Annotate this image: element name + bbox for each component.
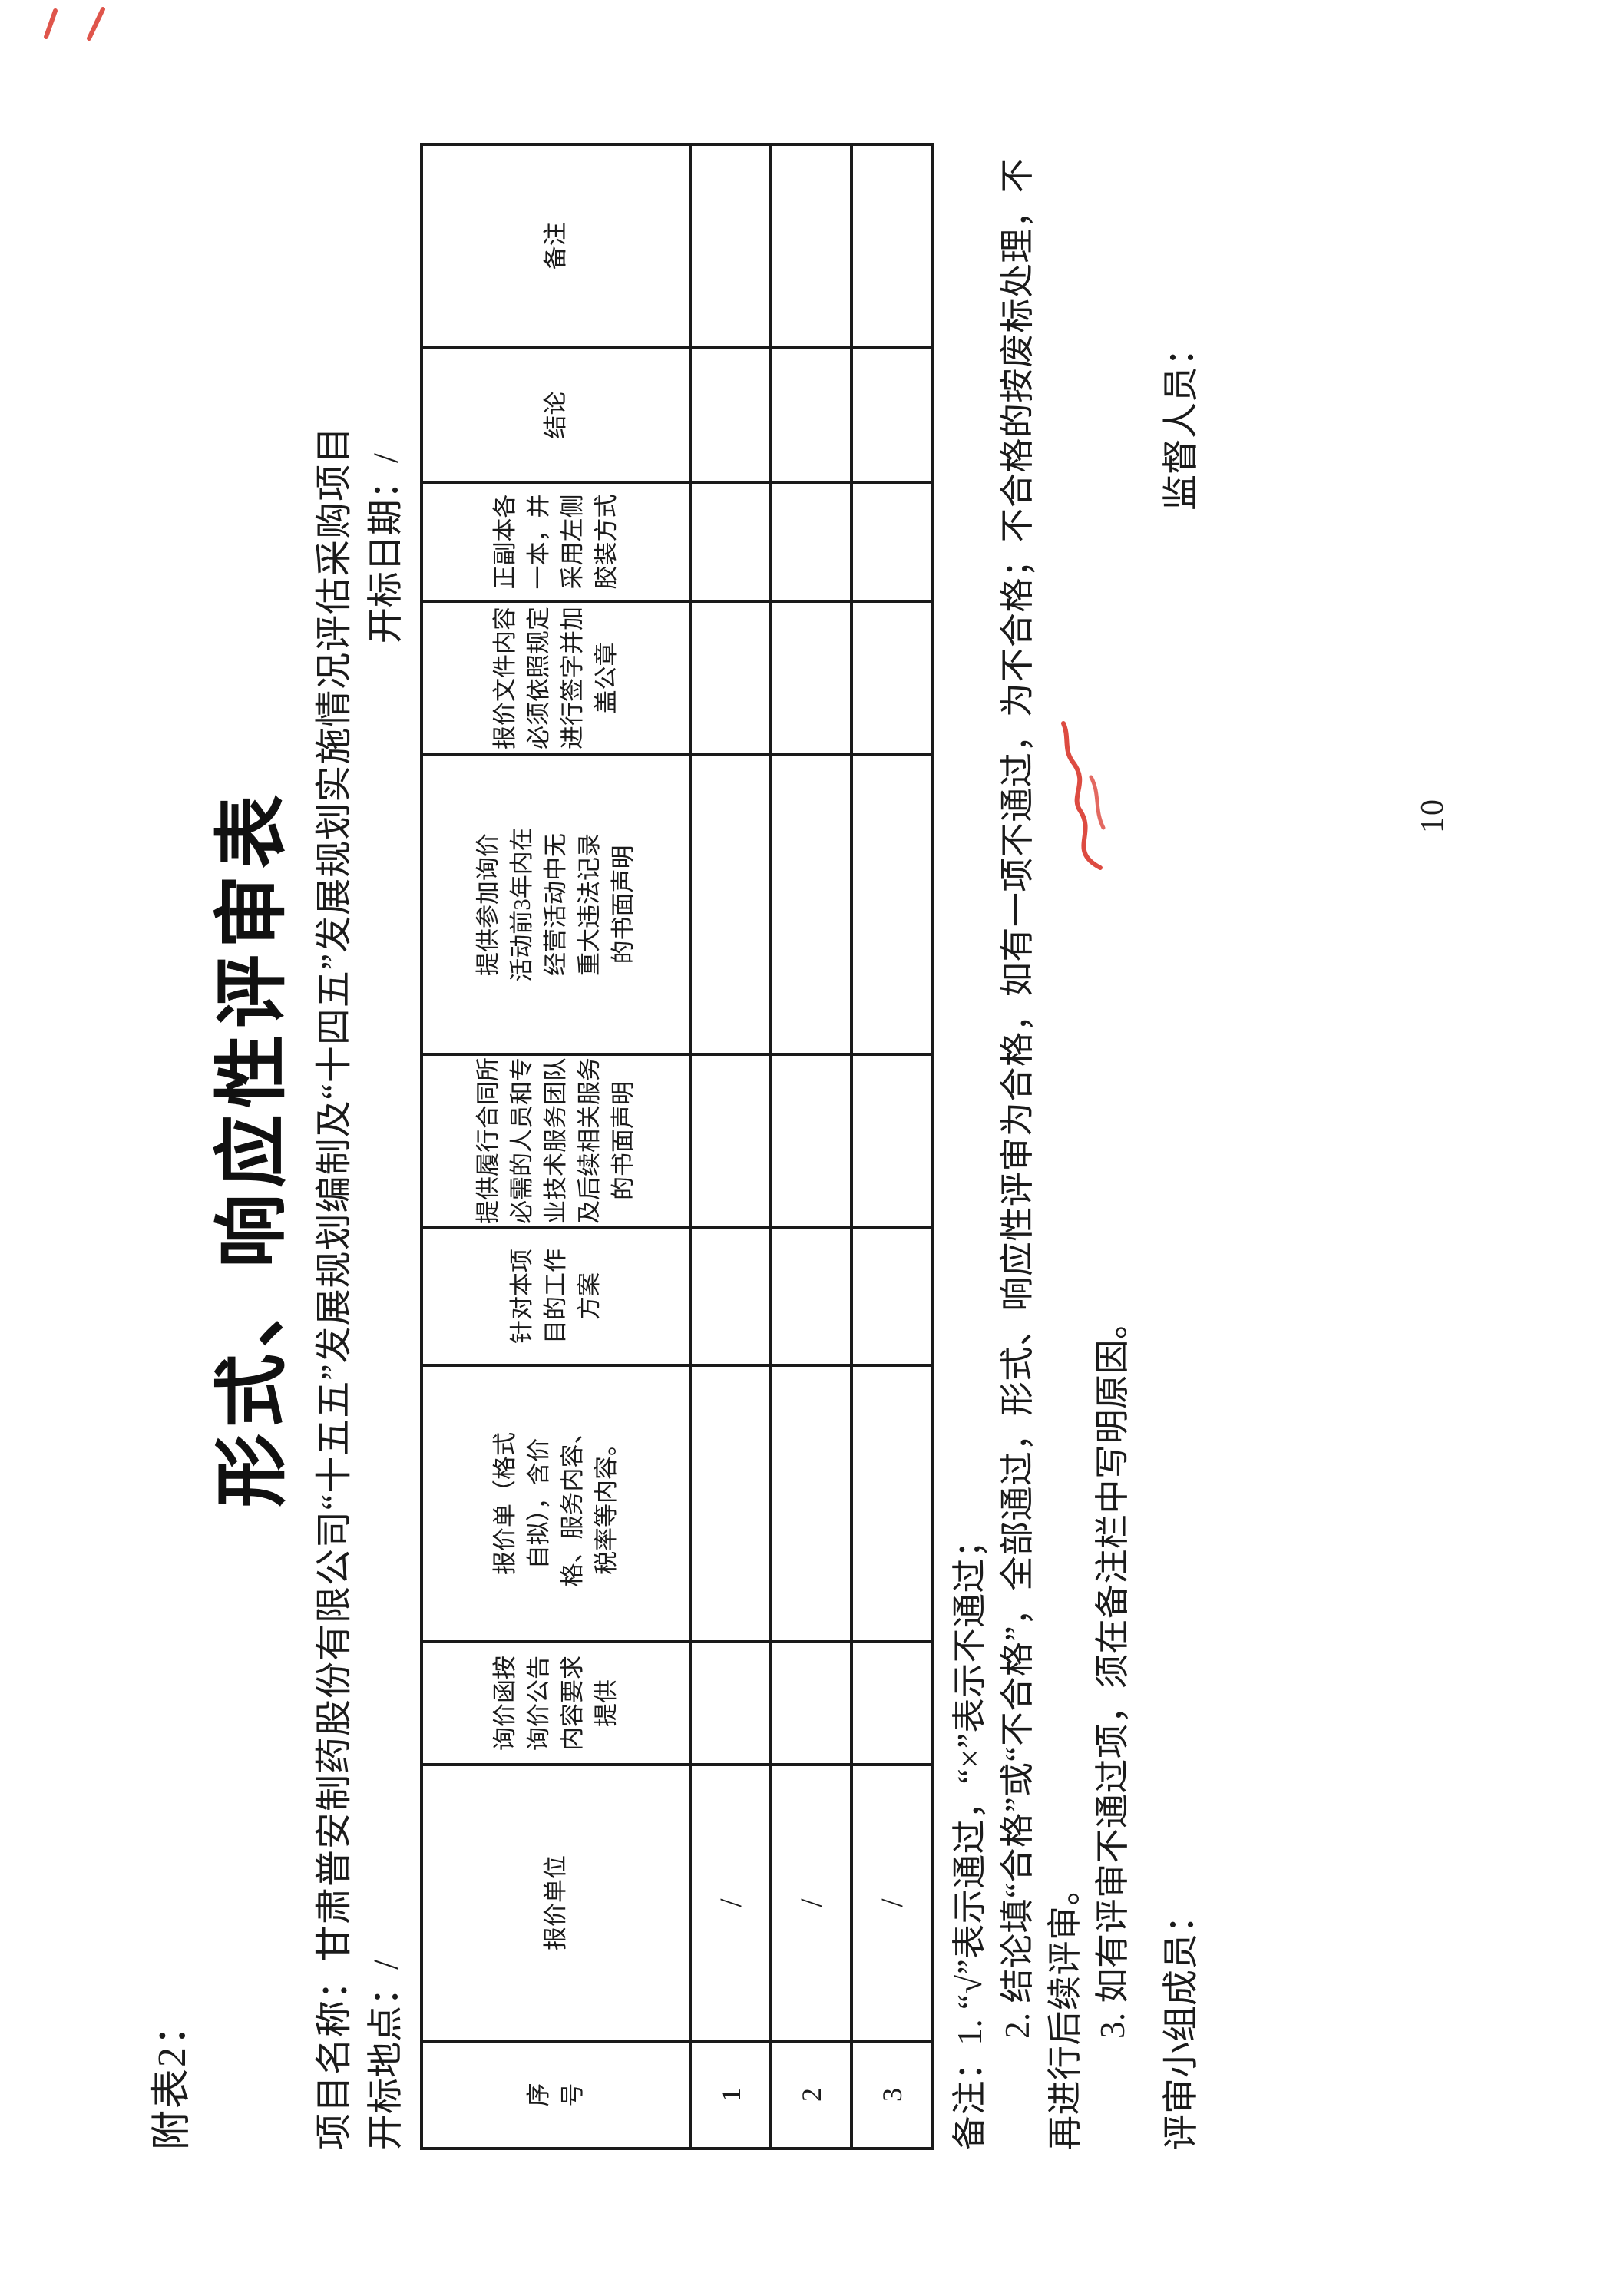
table-header-row: 序 号 报价单位 询价函按 询价公告 内容要求 提供 报价单（格式 自拟），含价… xyxy=(422,144,690,2149)
header-supplier: 报价单位 xyxy=(422,1765,690,2041)
project-name-value: 甘肃普安制药股份有限公司“十五五”发展规划编制及“十四五”发展规划实施情况评估采… xyxy=(314,425,355,1962)
row3-team-statement xyxy=(851,1054,932,1227)
row3-binding xyxy=(851,482,932,601)
row2-remarks xyxy=(771,144,851,348)
note-line-3: 3. 如有评审不通过项，须在备注栏中写明原因。 xyxy=(1093,1304,1132,2039)
row2-no-violation-statement xyxy=(771,755,851,1054)
row1-inquiry-letter xyxy=(690,1642,771,1765)
document-title: 形式、响应性评审表 xyxy=(211,789,293,1507)
bid-date-label: 开标日期： xyxy=(366,463,406,644)
red-edge-marks xyxy=(44,7,105,41)
row1-seq: 1 xyxy=(690,2041,771,2149)
row2-supplier: / xyxy=(771,1765,851,2041)
row2-seq: 2 xyxy=(771,2041,851,2149)
header-inquiry-letter: 询价函按 询价公告 内容要求 提供 xyxy=(422,1642,690,1765)
row1-team-statement xyxy=(690,1054,771,1227)
header-conclusion: 结论 xyxy=(422,348,690,482)
bid-date-value: / xyxy=(366,453,406,464)
page-number: 10 xyxy=(1415,798,1450,833)
table-row-3: 3 / xyxy=(851,144,932,2149)
header-work-plan: 针对本项 目的工作 方案 xyxy=(422,1227,690,1365)
signature-line: 评审小组成员： 监督人员： xyxy=(1159,146,1204,2150)
attachment-label: 附表2： xyxy=(150,2003,194,2150)
header-no-violation-statement: 提供参加询价 活动前3年内在 经营活动中无 重大违法记录 的书面声明 xyxy=(422,755,690,1054)
row1-conclusion xyxy=(690,348,771,482)
row2-quotation-sheet xyxy=(771,1365,851,1642)
header-quotation-sheet: 报价单（格式 自拟），含价 格、服务内容、 税率等内容。 xyxy=(422,1365,690,1642)
row1-no-violation-statement xyxy=(690,755,771,1054)
row3-signature-seal xyxy=(851,601,932,755)
row1-signature-seal xyxy=(690,601,771,755)
supervisor-label: 监督人员： xyxy=(1162,330,1202,511)
red-pen-mark xyxy=(1061,721,1106,870)
project-name-line: 项目名称：甘肃普安制药股份有限公司“十五五”发展规划编制及“十四五”发展规划实施… xyxy=(312,146,357,2150)
bid-date: 开标日期：/ xyxy=(365,453,408,643)
project-name-label: 项目名称： xyxy=(314,1961,355,2150)
note-line-1: 备注：1. “√”表示通过，“×”表示不通过； xyxy=(951,1523,989,2150)
row3-remarks xyxy=(851,144,932,348)
bid-info-line: 开标地点：/ 开标日期：/ xyxy=(365,146,408,2150)
bid-location-label: 开标地点： xyxy=(366,1970,406,2150)
row3-quotation-sheet xyxy=(851,1365,932,1642)
row1-work-plan xyxy=(690,1227,771,1365)
row1-binding xyxy=(690,482,771,601)
row1-remarks xyxy=(690,144,771,348)
row2-inquiry-letter xyxy=(771,1642,851,1765)
row2-binding xyxy=(771,482,851,601)
row3-no-violation-statement xyxy=(851,755,932,1054)
header-seq: 序 号 xyxy=(422,2041,690,2149)
row3-conclusion xyxy=(851,348,932,482)
header-signature-seal: 报价文件内容 必须依照规定 进行签字并加 盖公章 xyxy=(422,601,690,755)
header-remarks: 备注 xyxy=(422,144,690,348)
row3-inquiry-letter xyxy=(851,1642,932,1765)
header-team-statement: 提供履行合同所 必需的人员和专 业技术服务团队 及后续相关服务 的书面声明 xyxy=(422,1054,690,1227)
header-binding: 正副本各 一本，并 采用左侧 胶装方式 xyxy=(422,482,690,601)
row1-supplier: / xyxy=(690,1765,771,2041)
row1-quotation-sheet xyxy=(690,1365,771,1642)
notes-block: 备注：1. “√”表示通过，“×”表示不通过； 2. 结论填“合格”或“不合格”… xyxy=(946,146,1136,2150)
document-content: 附表2： 形式、响应性评审表 项目名称：甘肃普安制药股份有限公司“十五五”发展规… xyxy=(150,143,1204,2150)
row2-work-plan xyxy=(771,1227,851,1365)
row2-conclusion xyxy=(771,348,851,482)
table-row-1: 1 / xyxy=(690,144,771,2149)
bid-location: 开标地点：/ xyxy=(365,1960,408,2150)
row3-work-plan xyxy=(851,1227,932,1365)
row2-signature-seal xyxy=(771,601,851,755)
table-row-2: 2 / xyxy=(771,144,851,2149)
note-line-2: 2. 结论填“合格”或“不合格”，全部通过，形式、响应性评审为合格，如有一项不通… xyxy=(998,158,1084,2150)
review-team-label: 评审小组成员： xyxy=(1162,1897,1202,2150)
bid-location-value: / xyxy=(366,1959,406,1970)
row2-team-statement xyxy=(771,1054,851,1227)
review-table: 序 号 报价单位 询价函按 询价公告 内容要求 提供 报价单（格式 自拟），含价… xyxy=(420,143,934,2150)
row3-seq: 3 xyxy=(851,2041,932,2149)
row3-supplier: / xyxy=(851,1765,932,2041)
